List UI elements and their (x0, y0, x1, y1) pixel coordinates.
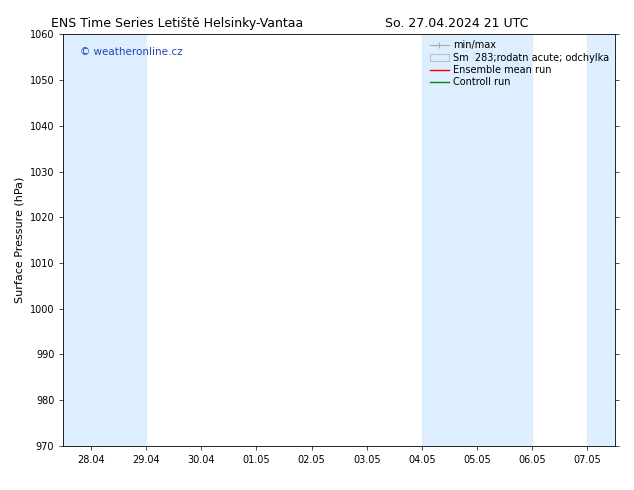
Text: © weatheronline.cz: © weatheronline.cz (80, 47, 183, 57)
Text: So. 27.04.2024 21 UTC: So. 27.04.2024 21 UTC (385, 17, 528, 30)
Y-axis label: Surface Pressure (hPa): Surface Pressure (hPa) (14, 177, 24, 303)
Bar (588, 34, 615, 446)
Legend: min/max, Sm  283;rodatn acute; odchylka, Ensemble mean run, Controll run: min/max, Sm 283;rodatn acute; odchylka, … (426, 36, 613, 91)
Text: ENS Time Series Letiště Helsinky-Vantaa: ENS Time Series Letiště Helsinky-Vantaa (51, 17, 304, 30)
Bar (63, 34, 146, 446)
Bar (422, 34, 533, 446)
